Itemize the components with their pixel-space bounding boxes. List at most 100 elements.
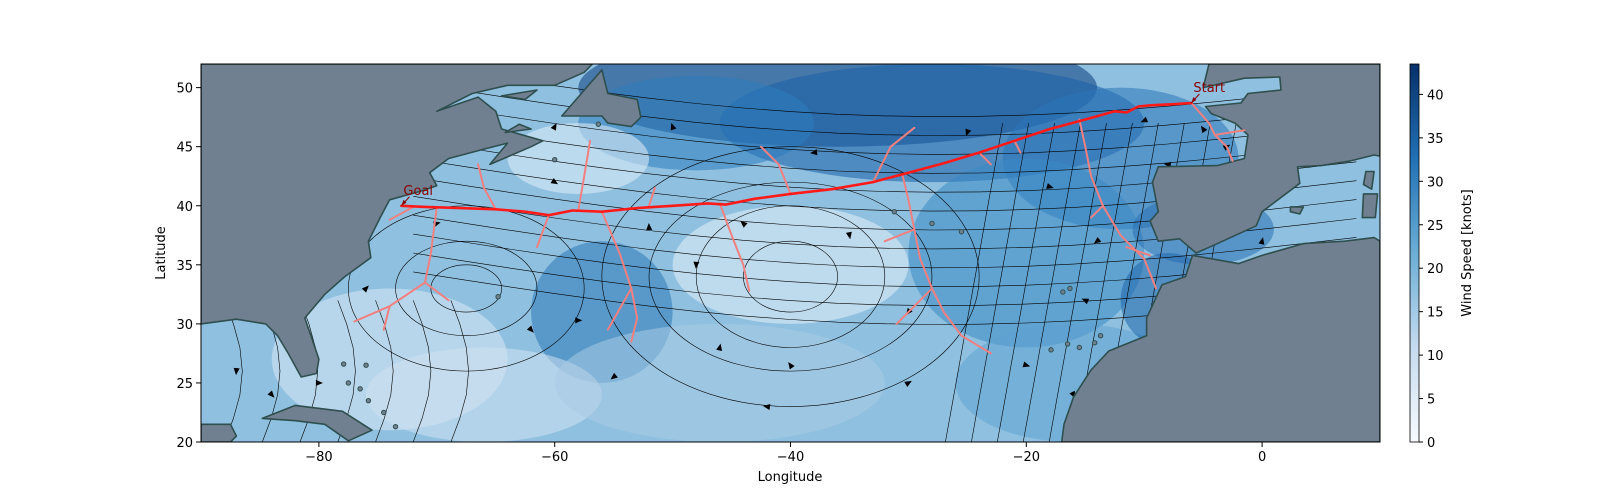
colorbar-tick-label: 5 (1427, 393, 1435, 408)
y-axis: 20 25 30 35 40 45 50 (176, 82, 201, 451)
island (357, 386, 363, 392)
colorbar-tick-label: 10 (1427, 349, 1444, 364)
streamline (743, 240, 838, 313)
y-tick-label: 25 (176, 377, 193, 392)
explored-branch (648, 187, 656, 207)
explored-branch (895, 287, 933, 325)
x-tick-label: −60 (541, 450, 568, 465)
explored-branch (424, 281, 450, 302)
colorbar-tick-label: 30 (1427, 175, 1444, 190)
streamline-arrow (693, 261, 700, 269)
land-masses (201, 64, 1380, 442)
streamline (945, 123, 1003, 442)
map-area (201, 64, 1380, 442)
streamline-arrow (1200, 125, 1208, 134)
x-axis-label: Longitude (758, 470, 823, 485)
explored-branch (1125, 246, 1152, 257)
streamline (348, 205, 585, 372)
streamline-arrow (267, 390, 275, 398)
explored-branch (901, 174, 992, 355)
x-tick-label: −40 (777, 450, 804, 465)
start-arrow-head (1191, 96, 1197, 103)
island (365, 397, 372, 404)
streamline-arrow (1093, 236, 1102, 244)
land-polygon (1362, 170, 1375, 190)
route-annotations: Start Goal (401, 81, 1225, 207)
streamline-arrow (550, 177, 559, 185)
streamline-arrow (646, 223, 653, 231)
streamline-arrow (845, 231, 852, 240)
x-tick-label: −20 (1013, 450, 1040, 465)
explored-branch (1013, 139, 1022, 154)
y-tick-label: 45 (176, 141, 193, 156)
island (1076, 344, 1083, 351)
island (340, 361, 347, 367)
streamline-arrow (1258, 237, 1265, 245)
optimal-route-line (400, 101, 1193, 217)
streamline-arrow (716, 343, 723, 352)
streamline (224, 300, 243, 442)
x-tick-label: −80 (305, 450, 332, 465)
land-polygon (560, 69, 642, 128)
island (552, 156, 558, 163)
wind-patch (366, 347, 602, 442)
explored-branch (577, 139, 592, 212)
colorbar: 0 5 10 15 20 25 30 35 40 Wind Speed [knots] (1409, 63, 1475, 451)
island (392, 423, 399, 430)
streamline-arrow (361, 285, 369, 293)
streamline (413, 120, 1357, 174)
land-polygon (1289, 206, 1305, 215)
streamline-arrow (233, 367, 240, 376)
land-polygon (1060, 236, 1380, 442)
island (1097, 332, 1104, 339)
start-label: Start (1193, 81, 1225, 96)
streamline-arrow (670, 122, 677, 131)
streamline-arrow (1140, 116, 1149, 123)
island (363, 362, 369, 368)
streamline-arrow (762, 404, 771, 410)
y-tick-label: 35 (176, 259, 193, 274)
island (929, 220, 935, 227)
streamline (413, 64, 1357, 117)
y-tick-label: 40 (176, 200, 193, 215)
island (1060, 289, 1066, 295)
land-polygon (1361, 193, 1379, 219)
land-polygon (261, 404, 373, 442)
explored-branch (760, 145, 792, 195)
streamline (413, 101, 1357, 155)
land-polygon (504, 123, 532, 134)
streamline (971, 123, 1029, 442)
explored-route-branches (353, 102, 1246, 355)
island (381, 409, 387, 416)
streamline-arrow (1081, 298, 1090, 305)
explored-branch (883, 228, 916, 243)
streamline (450, 300, 469, 442)
colorbar-tick-label: 15 (1427, 306, 1444, 321)
wind-patch (672, 205, 909, 324)
island (345, 380, 352, 386)
streamline-arrow (550, 123, 557, 131)
colorbar-tick-label: 0 (1427, 436, 1435, 451)
streamline-arrow (575, 317, 583, 324)
streamline-arrow (526, 325, 534, 333)
land-polygon (500, 89, 538, 101)
colorbar-tick-label: 40 (1427, 88, 1444, 103)
streamline (430, 264, 502, 313)
colorbar-tick-label: 25 (1427, 219, 1444, 234)
island (1067, 285, 1073, 292)
colorbar-label: Wind Speed [knots] (1460, 189, 1475, 316)
streamline-arrow (965, 128, 972, 137)
optimal-route (400, 101, 1193, 217)
explored-branch (1090, 204, 1104, 219)
wind-patch (554, 323, 885, 442)
land-polygon (201, 423, 238, 442)
streamline-arrow (1022, 361, 1031, 368)
explored-branch (606, 287, 633, 331)
streamline (413, 214, 1357, 269)
explored-branch (477, 163, 497, 211)
streamline (1048, 123, 1107, 442)
streamline (601, 146, 980, 407)
island (1064, 341, 1071, 347)
y-axis-label: Latitude (154, 226, 169, 280)
